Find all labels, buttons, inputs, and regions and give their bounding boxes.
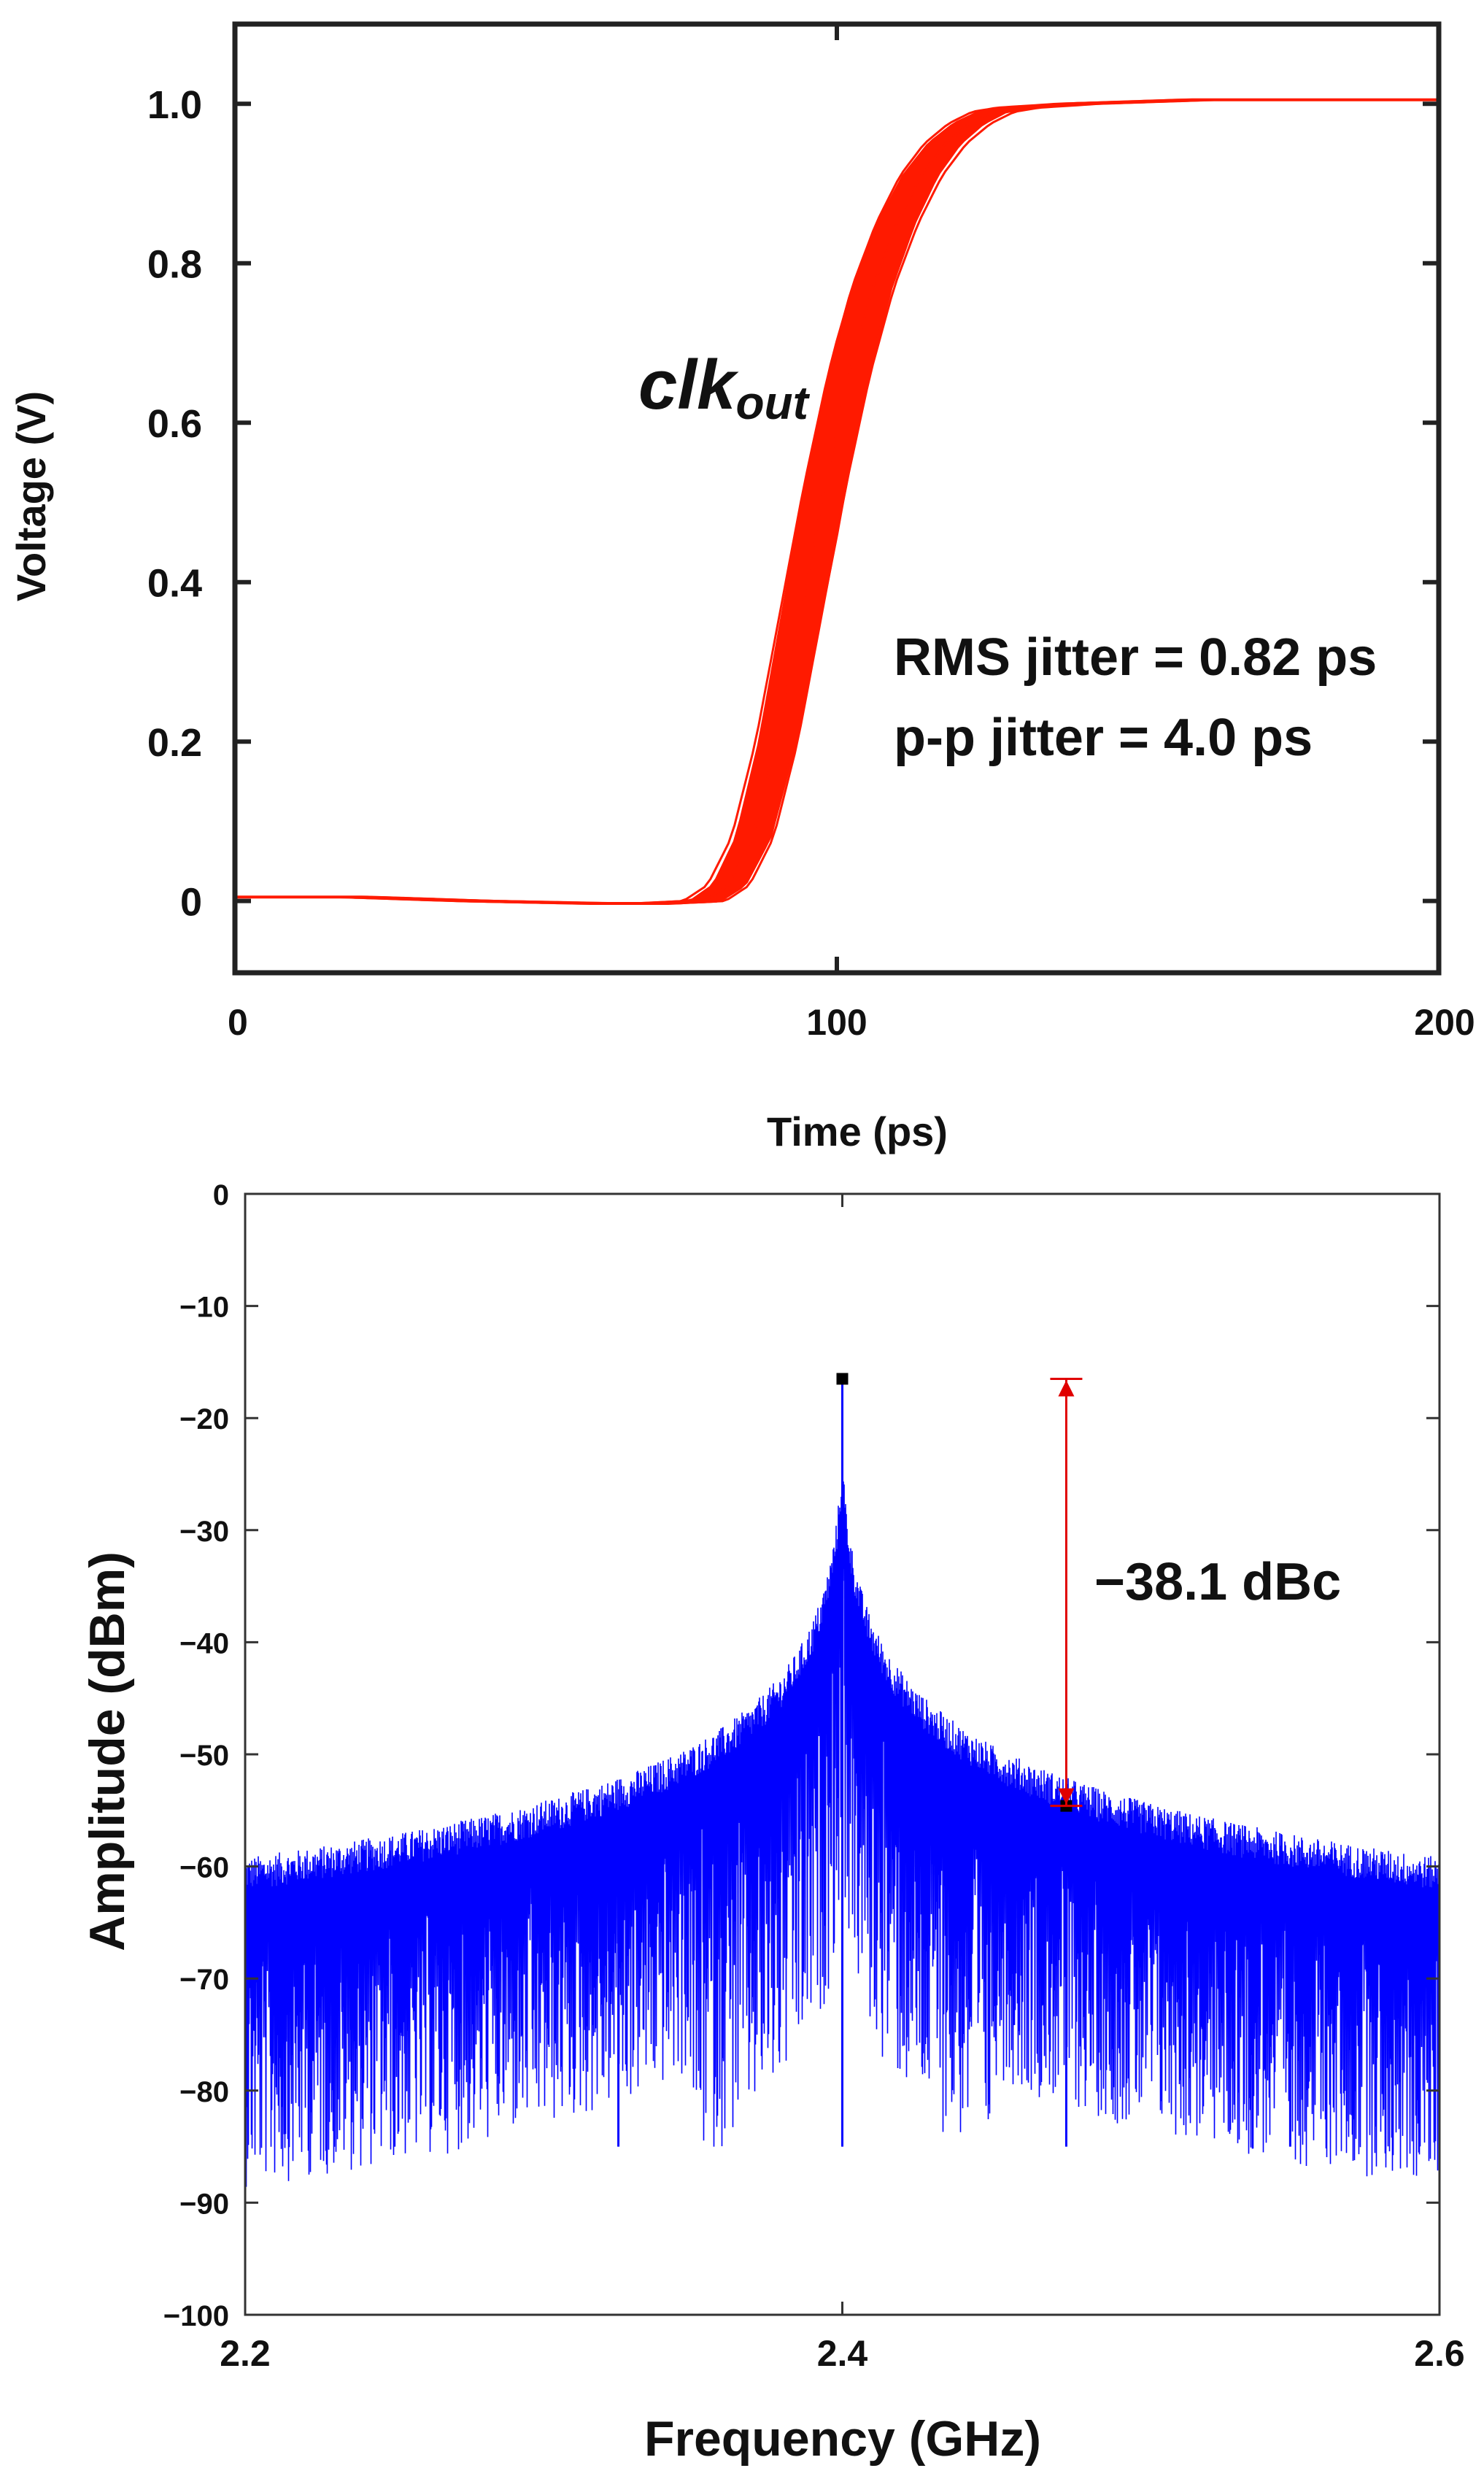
eye-y-tick-label: 0.2 — [147, 721, 202, 765]
spectrum-trace-group — [244, 1379, 1441, 2187]
eye-y-tick-label: 0.6 — [147, 402, 202, 446]
eye-y-tick-label: 0.8 — [147, 243, 202, 287]
eye-x-tick-label: 100 — [806, 1002, 867, 1043]
spectrum-y-tick-label: −40 — [179, 1627, 229, 1659]
clk-out-trace-3 — [235, 99, 1439, 905]
dbc-arrowhead-up — [1058, 1380, 1075, 1397]
spectrum-y-tick-label: −50 — [179, 1740, 229, 1772]
spectrum-y-tick-label: −70 — [179, 1964, 229, 1996]
spectrum-y-tick-label: −90 — [179, 2188, 229, 2220]
spectrum-y-tick-label: −10 — [179, 1292, 229, 1324]
eye-y-tick-label: 0 — [180, 881, 202, 925]
pp-jitter-label: p-p jitter = 4.0 ps — [894, 709, 1313, 767]
clk-out-label: clkout — [638, 346, 811, 429]
spectrum-y-tick-label: −60 — [179, 1852, 229, 1884]
eye-trace-group — [233, 98, 1440, 905]
spectrum-x-tick-label: 2.4 — [817, 2333, 868, 2374]
dbc-annotation-label: −38.1 dBc — [1094, 1553, 1341, 1611]
peak-marker — [836, 1373, 849, 1385]
eye-ticks-group: 0 0.2 0.4 0.6 0.8 1.0 0 100 200 — [147, 24, 1475, 1043]
spectrum-y-tick-label: −100 — [163, 2300, 229, 2332]
eye-x-tick-label: 0 — [228, 1002, 248, 1043]
spectrum-y-axis-label: Amplitude (dBm) — [80, 1551, 135, 1951]
eye-y-tick-label: 0.4 — [147, 562, 202, 606]
spectrum-x-axis-label: Frequency (GHz) — [644, 2411, 1041, 2467]
spectrum-x-tick-label: 2.6 — [1414, 2333, 1465, 2374]
eye-diagram-chart: 0 0.2 0.4 0.6 0.8 1.0 0 100 200 Voltage (V) Time… — [8, 21, 1475, 1154]
spectrum-y-tick-label: −20 — [179, 1403, 229, 1435]
spectrum-x-tick-label: 2.2 — [220, 2333, 271, 2374]
spectrum-y-tick-label: 0 — [213, 1182, 229, 1211]
clk-out-label-sub: out — [735, 377, 810, 429]
rms-jitter-label: RMS jitter = 0.82 ps — [894, 628, 1377, 687]
clk-out-edge-band — [233, 98, 1440, 905]
eye-x-tick-label: 200 — [1414, 1002, 1475, 1043]
spectrum-annotation-group — [836, 1373, 1083, 1812]
eye-y-tick-label: 1.0 — [147, 83, 202, 127]
spectrum-y-tick-label: −80 — [179, 2076, 229, 2108]
clk-out-label-main: clk — [638, 346, 739, 424]
eye-x-axis-label: Time (ps) — [767, 1108, 948, 1154]
dbc-arrowhead-down — [1058, 1788, 1075, 1805]
spectrum-y-tick-label: −30 — [179, 1516, 229, 1548]
eye-y-axis-label: Voltage (V) — [8, 391, 54, 601]
